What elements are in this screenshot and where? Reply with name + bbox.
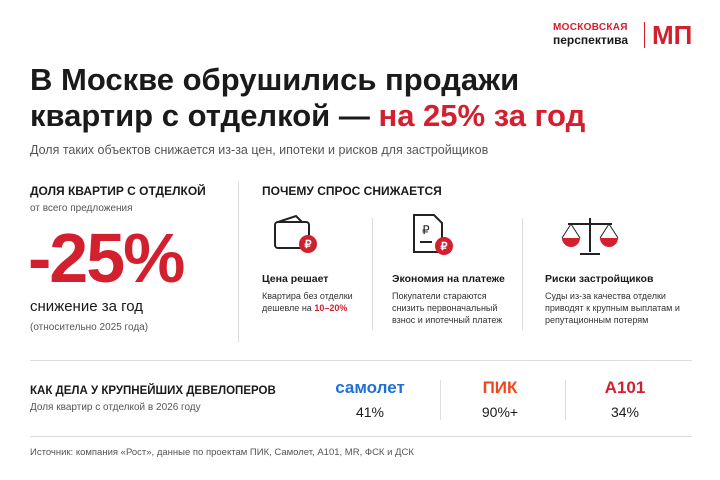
- separator: [30, 436, 692, 437]
- logo-mark: МП: [652, 20, 693, 50]
- share-heading: ДОЛЯ КВАРТИР С ОТДЕЛКОЙ: [30, 184, 206, 198]
- reason-accent: 10–20%: [314, 303, 348, 313]
- reason-title: Риски застройщиков: [545, 273, 654, 285]
- divider: [372, 218, 373, 330]
- share-subheading: от всего предложения: [30, 203, 133, 214]
- subtitle: Доля таких объектов снижается из-за цен,…: [30, 143, 489, 157]
- developer-value: 41%: [355, 404, 385, 420]
- logo-top: МОСКОВСКАЯ: [553, 22, 628, 33]
- reason-body: Квартира без отделки дешевле на: [262, 291, 353, 313]
- title-line: квартир с отделкой — на 25% за год: [30, 98, 585, 134]
- reason-title: Цена решает: [262, 273, 329, 285]
- divider: [565, 380, 566, 420]
- developers-subheading: Доля квартир с отделкой в 2026 году: [30, 402, 201, 413]
- title-line: В Москве обрушились продажи: [30, 62, 520, 97]
- title-accent: на 25% за год: [378, 98, 586, 133]
- title: В Москве обрушились продажи квартир с от…: [30, 62, 585, 134]
- reason-title: Экономия на платеже: [392, 273, 505, 285]
- reason-text: Квартира без отделки дешевле на 10–20%: [262, 290, 372, 314]
- svg-text:₽: ₽: [305, 239, 312, 251]
- developer: ПИК 90%+: [450, 378, 550, 420]
- title-text: квартир с отделкой —: [30, 98, 370, 133]
- share-caption: снижение за год: [30, 298, 144, 315]
- document-icon: ₽ ₽: [413, 214, 453, 255]
- reason-text: Суды из-за качества отделки приводят к к…: [545, 291, 680, 325]
- source: Источник: компания «Рост», данные по про…: [30, 447, 414, 458]
- separator: [30, 360, 692, 361]
- reasons-heading: ПОЧЕМУ СПРОС СНИЖАЕТСЯ: [262, 184, 442, 198]
- share-note: (относительно 2025 года): [30, 322, 149, 333]
- developer-name: ПИК: [482, 378, 518, 397]
- logo-bottom: перспектива: [553, 33, 628, 47]
- divider: [440, 380, 441, 420]
- svg-text:₽: ₽: [422, 223, 430, 237]
- developer-name: A101: [604, 378, 646, 397]
- scales-icon: [561, 218, 619, 255]
- svg-text:₽: ₽: [441, 241, 448, 253]
- developer-value: 34%: [610, 404, 640, 420]
- developers-heading: КАК ДЕЛА У КРУПНЕЙШИХ ДЕВЕЛОПЕРОВ: [30, 385, 276, 397]
- developer-value: 90%+: [481, 404, 519, 420]
- reason-text: Покупатели стараются снизить первоначаль…: [392, 291, 503, 325]
- share-value: -25%: [28, 219, 185, 297]
- divider: [238, 182, 239, 342]
- developer: самолет 41%: [320, 378, 420, 420]
- divider: [522, 218, 523, 330]
- developer: A101 34%: [575, 378, 675, 420]
- logo-divider: [644, 22, 645, 48]
- wallet-icon: ₽: [274, 214, 317, 253]
- developer-name: самолет: [335, 378, 405, 397]
